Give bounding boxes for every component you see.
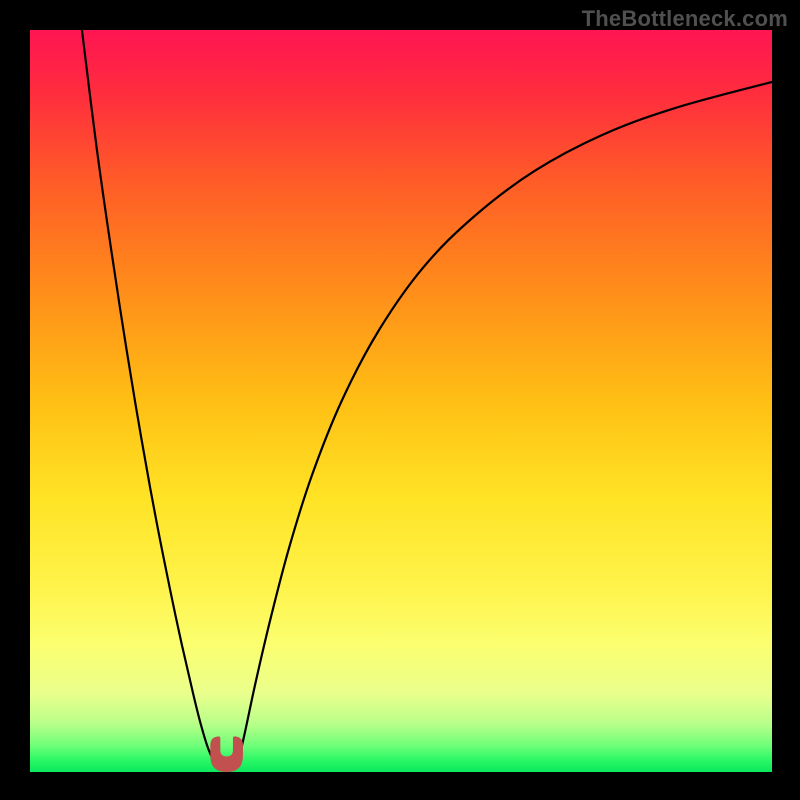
right-curve: [238, 82, 772, 765]
chart-frame: TheBottleneck.com: [0, 0, 800, 800]
watermark-text: TheBottleneck.com: [582, 6, 788, 32]
plot-area: [30, 30, 772, 772]
minimum-marker: [210, 736, 243, 772]
curve-layer: [30, 30, 772, 772]
left-curve: [82, 30, 216, 765]
